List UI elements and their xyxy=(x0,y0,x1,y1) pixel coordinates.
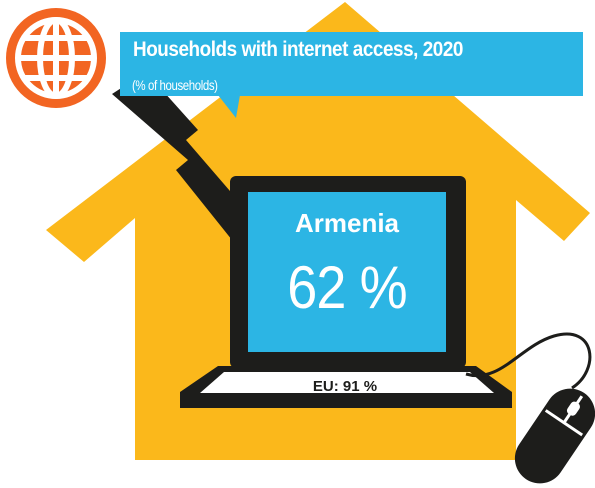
mouse-cable xyxy=(465,332,592,390)
laptop-icon xyxy=(180,176,512,408)
callout-pointer xyxy=(218,95,240,118)
eu-value-label: EU: 91 % xyxy=(312,378,378,395)
title-callout: Households with internet access, 2020 (%… xyxy=(120,32,583,96)
globe-icon xyxy=(6,8,106,108)
country-value: 62 % xyxy=(287,254,407,321)
lightning-bolt-icon xyxy=(112,72,236,240)
country-label: Armenia xyxy=(294,208,400,238)
chart-subtitle: (% of households) xyxy=(132,77,218,93)
mouse-icon xyxy=(514,388,595,484)
chart-title: Households with internet access, 2020 xyxy=(133,38,463,61)
